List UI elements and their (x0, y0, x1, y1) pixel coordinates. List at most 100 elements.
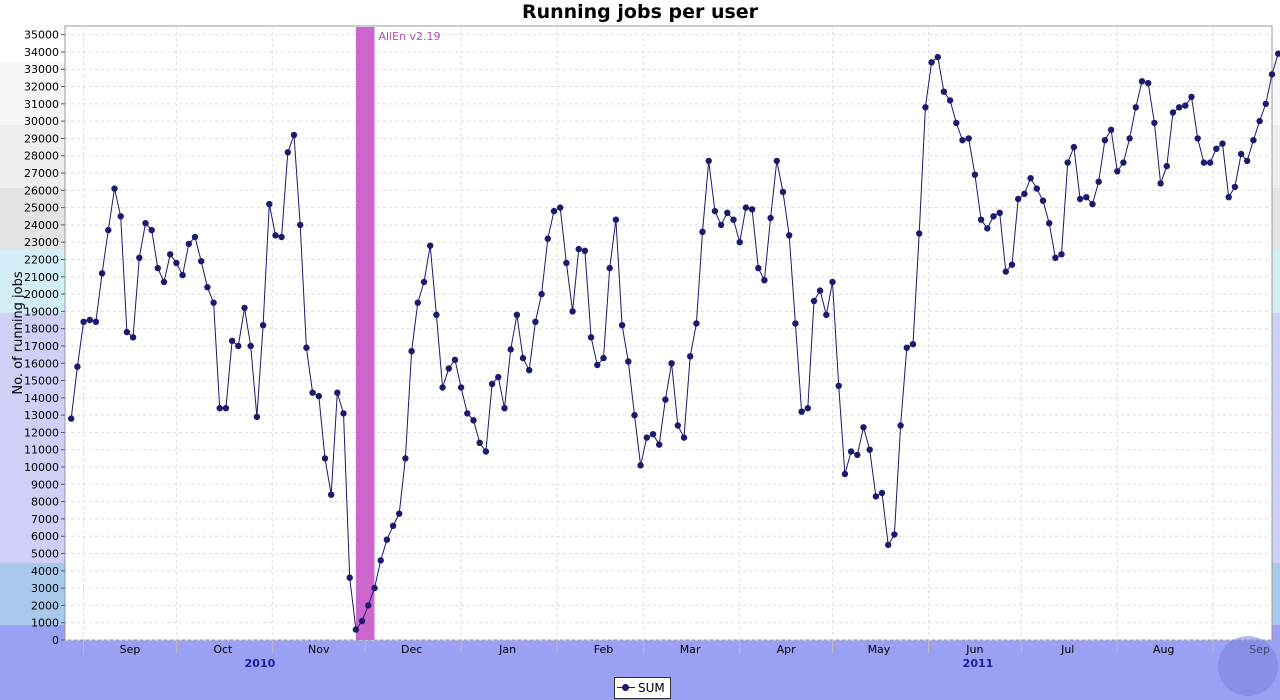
data-point (358, 617, 366, 625)
data-point (210, 299, 217, 306)
data-point (557, 204, 564, 211)
data-point (185, 240, 192, 248)
data-point (427, 242, 434, 249)
x-tick-label: Jun (965, 643, 983, 656)
y-tick-label: 6000 (31, 530, 59, 543)
y-axis-label: No. of running jobs (11, 271, 26, 394)
x-tick-label: Sep (120, 643, 141, 656)
data-point (389, 522, 397, 529)
data-point (612, 216, 620, 223)
data-point (241, 304, 248, 312)
data-point (278, 233, 285, 241)
data-point (940, 88, 948, 95)
y-tick-label: 8000 (31, 496, 59, 509)
data-point (253, 413, 261, 421)
data-point (501, 405, 508, 412)
data-point (792, 320, 799, 327)
data-point (959, 137, 966, 144)
data-point (649, 431, 657, 438)
data-point (971, 171, 979, 178)
data-point (550, 207, 558, 215)
data-point (383, 536, 391, 543)
y-tick-label: 18000 (24, 323, 59, 336)
data-point (773, 157, 780, 165)
data-point (1008, 261, 1016, 268)
annotation-band-group: AliEn v2.19 (355, 27, 441, 640)
data-point (352, 626, 360, 633)
y-tick-label: 12000 (24, 426, 59, 439)
x-tick-label: Dec (401, 643, 422, 656)
data-point (117, 213, 124, 220)
data-point (996, 209, 1003, 216)
x-tick-label: Mar (680, 643, 701, 656)
y-tick-label: 2000 (31, 599, 59, 612)
x-tick-label: Nov (308, 643, 330, 656)
data-point (228, 337, 236, 344)
x-tick-label: Feb (594, 643, 613, 656)
y-tick-label: 31000 (24, 98, 59, 111)
y-tick-label: 32000 (24, 81, 59, 94)
data-point (235, 342, 242, 350)
data-point (433, 311, 440, 318)
data-point (179, 271, 186, 279)
data-point (105, 226, 112, 234)
data-point (1039, 197, 1047, 204)
data-point (507, 346, 514, 353)
data-point (1076, 195, 1084, 203)
x-tick-label: Oct (213, 643, 233, 656)
data-point (222, 405, 230, 412)
data-point (247, 342, 254, 350)
data-point (321, 455, 329, 462)
y-tick-label: 15000 (24, 375, 59, 388)
data-point (816, 287, 824, 294)
data-point (1083, 194, 1090, 201)
data-point (928, 59, 935, 66)
data-point (1256, 117, 1263, 125)
y-tick-label: 30000 (24, 115, 59, 128)
data-point (290, 131, 298, 139)
data-point (371, 584, 378, 592)
y-tick-label: 22000 (24, 253, 59, 266)
data-point (891, 531, 898, 538)
data-point (111, 185, 118, 192)
data-point (625, 358, 632, 365)
data-point (767, 214, 774, 222)
data-point (68, 415, 75, 422)
data-point (1250, 137, 1257, 144)
data-point (1182, 102, 1189, 109)
y-tick-label: 26000 (24, 184, 59, 197)
y-tick-label: 28000 (24, 150, 59, 163)
data-point (1033, 185, 1041, 192)
data-point (755, 264, 762, 272)
y-tick-label: 3000 (31, 582, 59, 595)
data-point (1268, 71, 1276, 78)
x-tick-label: Aug (1153, 643, 1174, 656)
data-point (1145, 79, 1152, 87)
y-tick-label: 16000 (24, 357, 59, 370)
data-point (1058, 251, 1065, 258)
data-point (74, 363, 81, 370)
data-point (984, 225, 991, 232)
data-point (1231, 183, 1239, 191)
data-point (173, 259, 180, 267)
data-point (123, 328, 131, 336)
data-point (198, 258, 205, 265)
series-sum (68, 50, 1280, 633)
data-point (1070, 143, 1078, 151)
data-point (1002, 268, 1009, 275)
data-point (736, 239, 743, 246)
data-point (977, 216, 985, 223)
y-tick-label: 7000 (31, 513, 59, 526)
data-point (1027, 175, 1034, 182)
data-point (724, 209, 731, 216)
x-year-label: 2011 (963, 657, 994, 670)
data-point (662, 396, 669, 403)
data-point (445, 365, 452, 372)
annotation-band (355, 27, 375, 640)
data-point (779, 188, 787, 196)
data-point (909, 341, 917, 348)
data-point (748, 206, 756, 213)
data-point (328, 491, 335, 498)
data-point (420, 278, 428, 286)
data-point (297, 221, 304, 229)
